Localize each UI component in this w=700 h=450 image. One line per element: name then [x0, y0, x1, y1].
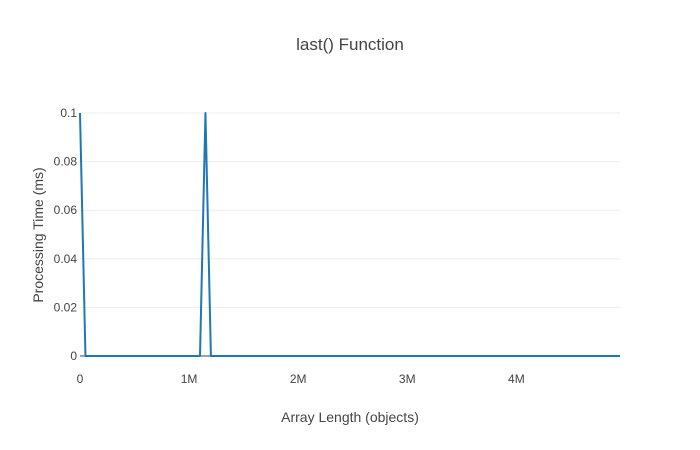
- x-tick-label: 1M: [181, 372, 198, 386]
- x-axis-title: Array Length (objects): [281, 409, 419, 425]
- x-tick-label: 0: [77, 372, 84, 386]
- x-tick-label: 4M: [508, 372, 525, 386]
- y-axis: 0 0.02 0.04 0.06 0.08 0.1: [54, 106, 78, 363]
- plot-area: [79, 112, 620, 357]
- y-tick-label: 0.1: [60, 106, 77, 120]
- y-tick-label: 0: [70, 349, 77, 363]
- x-axis: 0 1M 2M 3M 4M: [77, 372, 525, 386]
- y-tick-label: 0.02: [54, 300, 78, 314]
- series-line: [79, 112, 620, 357]
- grid-lines: [80, 112, 620, 357]
- x-tick-label: 3M: [399, 372, 416, 386]
- y-tick-label: 0.04: [54, 252, 78, 266]
- y-tick-label: 0.06: [54, 203, 78, 217]
- y-axis-title: Processing Time (ms): [30, 167, 46, 302]
- y-tick-label: 0.08: [54, 155, 78, 169]
- chart-title: last() Function: [296, 35, 404, 54]
- x-tick-label: 2M: [290, 372, 307, 386]
